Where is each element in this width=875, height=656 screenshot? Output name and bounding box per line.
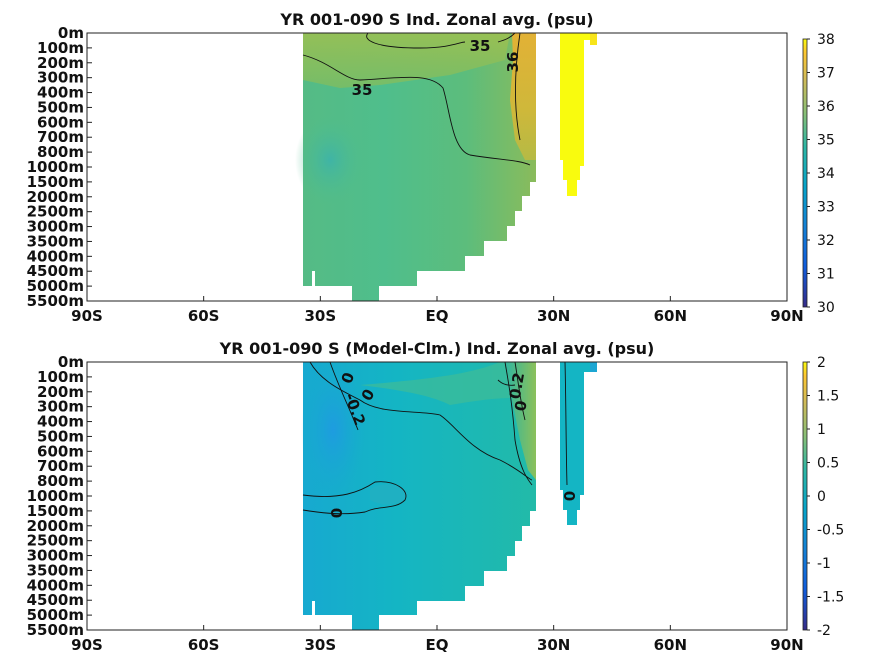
colorbar-tick-label: 34 bbox=[817, 166, 835, 182]
top-colorbar: 30 31 32 33 34 35 36 37 38 bbox=[802, 32, 835, 316]
top-contour-label-35a: 35 bbox=[470, 37, 491, 55]
y-tick-label: 700m bbox=[37, 128, 84, 146]
colorbar-tick-label: 31 bbox=[817, 267, 835, 283]
y-tick-label: 4000m bbox=[27, 576, 84, 594]
top-contour-label-36: 36 bbox=[504, 52, 522, 73]
colorbar-tick-label: -2 bbox=[817, 623, 831, 639]
y-tick-label: 100m bbox=[37, 368, 84, 386]
y-tick-label: 1000m bbox=[27, 487, 84, 505]
y-tick-label: 200m bbox=[37, 54, 84, 72]
colorbar-tick-label: 1.5 bbox=[817, 389, 839, 405]
y-tick-label: 500m bbox=[37, 427, 84, 445]
bottom-contour-label-0e: 0 bbox=[561, 491, 579, 501]
x-tick-label: 30S bbox=[304, 636, 336, 654]
bottom-x-ticks: 90S 60S 30S EQ 30N 60N 90N bbox=[71, 625, 804, 654]
top-contour-label-35b: 35 bbox=[352, 81, 373, 99]
x-tick-label: 60S bbox=[188, 636, 220, 654]
top-gulf-column bbox=[560, 33, 592, 196]
x-tick-label: 90N bbox=[770, 307, 803, 325]
y-tick-label: 400m bbox=[37, 413, 84, 431]
y-tick-label: 0m bbox=[58, 353, 84, 371]
y-tick-label: 200m bbox=[37, 383, 84, 401]
top-x-ticks: 90S 60S 30S EQ 30N 60N 90N bbox=[71, 296, 804, 325]
colorbar-tick-label: 0.5 bbox=[817, 456, 839, 472]
y-tick-label: 4500m bbox=[27, 591, 84, 609]
x-tick-label: 60N bbox=[654, 636, 687, 654]
colorbar-tick-label: 36 bbox=[817, 99, 835, 115]
bottom-contour-label-02: 0.2 bbox=[506, 371, 528, 400]
x-tick-label: 30N bbox=[537, 307, 570, 325]
x-tick-label: 30N bbox=[537, 636, 570, 654]
y-tick-label: 4500m bbox=[27, 262, 84, 280]
y-tick-label: 1500m bbox=[27, 173, 84, 191]
bottom-colorbar-bar bbox=[802, 361, 808, 631]
colorbar-tick-label: 30 bbox=[817, 300, 835, 316]
colorbar-tick-label: 37 bbox=[817, 66, 835, 82]
colorbar-tick-label: 32 bbox=[817, 233, 835, 249]
y-tick-label: 700m bbox=[37, 457, 84, 475]
y-tick-label: 5000m bbox=[27, 277, 84, 295]
y-tick-label: 3000m bbox=[27, 218, 84, 236]
top-panel-title: YR 001-090 S Ind. Zonal avg. (psu) bbox=[279, 10, 593, 29]
x-tick-label: 90N bbox=[770, 636, 803, 654]
y-tick-label: 800m bbox=[37, 472, 84, 490]
y-tick-label: 5500m bbox=[27, 621, 84, 639]
x-tick-label: 60S bbox=[188, 307, 220, 325]
x-tick-label: 30S bbox=[304, 307, 336, 325]
bottom-colorbar: -2 -1.5 -1 -0.5 0 0.5 1 1.5 2 bbox=[802, 355, 844, 639]
colorbar-tick-label: 1 bbox=[817, 422, 826, 438]
colorbar-tick-label: -0.5 bbox=[817, 523, 844, 539]
y-tick-label: 2500m bbox=[27, 532, 84, 550]
colorbar-tick-label: 38 bbox=[817, 32, 835, 48]
colorbar-tick-label: 2 bbox=[817, 355, 826, 371]
y-tick-label: 1500m bbox=[27, 502, 84, 520]
bottom-panel-title: YR 001-090 S (Model-Clm.) Ind. Zonal avg… bbox=[219, 339, 655, 358]
y-tick-label: 4000m bbox=[27, 247, 84, 265]
y-tick-label: 5500m bbox=[27, 292, 84, 310]
top-y-ticks: 0m100m200m300m400m500m600m700m800m1000m1… bbox=[27, 24, 92, 310]
bottom-contour-label-0d: 0 bbox=[328, 508, 346, 518]
colorbar-tick-label: 33 bbox=[817, 200, 835, 216]
x-tick-label: 90S bbox=[71, 636, 103, 654]
y-tick-label: 500m bbox=[37, 98, 84, 116]
y-tick-label: 3000m bbox=[27, 547, 84, 565]
y-tick-label: 0m bbox=[58, 24, 84, 42]
colorbar-tick-label: -1.5 bbox=[817, 590, 844, 606]
x-tick-label: EQ bbox=[426, 636, 449, 654]
y-tick-label: 2000m bbox=[27, 188, 84, 206]
colorbar-tick-label: 0 bbox=[817, 489, 826, 505]
y-tick-label: 800m bbox=[37, 143, 84, 161]
y-tick-label: 600m bbox=[37, 442, 84, 460]
top-heatmap-field bbox=[295, 33, 597, 301]
y-tick-label: 5000m bbox=[27, 606, 84, 624]
top-colorbar-bar bbox=[802, 38, 808, 308]
y-tick-label: 400m bbox=[37, 84, 84, 102]
y-tick-label: 2500m bbox=[27, 203, 84, 221]
y-tick-label: 2000m bbox=[27, 517, 84, 535]
y-tick-label: 3500m bbox=[27, 232, 84, 250]
x-tick-label: 60N bbox=[654, 307, 687, 325]
y-tick-label: 600m bbox=[37, 113, 84, 131]
bottom-contour-label-0c: 0 bbox=[511, 399, 531, 412]
y-tick-label: 300m bbox=[37, 398, 84, 416]
y-tick-label: 3500m bbox=[27, 561, 84, 579]
colorbar-tick-label: 35 bbox=[817, 133, 835, 149]
y-tick-label: 300m bbox=[37, 69, 84, 87]
top-contours: 35 35 36 bbox=[302, 32, 531, 166]
y-tick-label: 1000m bbox=[27, 158, 84, 176]
x-tick-label: 90S bbox=[71, 307, 103, 325]
bottom-heatmap-field bbox=[301, 360, 597, 630]
colorbar-tick-label: -1 bbox=[817, 556, 831, 572]
bottom-panel: YR 001-090 S (Model-Clm.) Ind. Zonal avg… bbox=[27, 339, 845, 654]
x-tick-label: EQ bbox=[426, 307, 449, 325]
bottom-y-ticks: 0m100m200m300m400m500m600m700m800m1000m1… bbox=[27, 353, 92, 639]
y-tick-label: 100m bbox=[37, 39, 84, 57]
top-panel: YR 001-090 S Ind. Zonal avg. (psu) 35 35… bbox=[27, 10, 835, 325]
